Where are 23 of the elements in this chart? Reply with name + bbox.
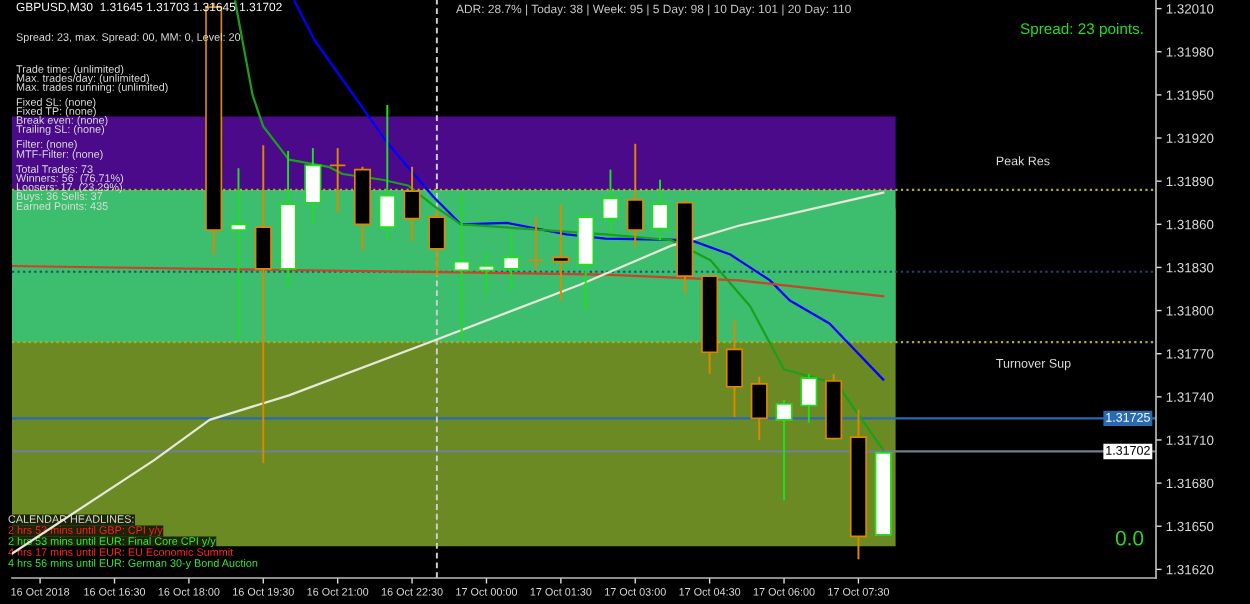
annotation: 0.0 bbox=[1115, 530, 1144, 546]
candlestick bbox=[725, 319, 743, 418]
candlestick bbox=[800, 372, 818, 424]
candlestick bbox=[750, 375, 768, 441]
line-series bbox=[293, 0, 885, 381]
candlestick bbox=[626, 142, 644, 249]
candlestick bbox=[775, 398, 793, 502]
candlestick bbox=[552, 203, 570, 302]
candlestick bbox=[254, 144, 272, 464]
candlestick bbox=[477, 252, 495, 295]
candlestick bbox=[651, 178, 669, 242]
candlestick bbox=[453, 193, 471, 341]
candlestick bbox=[502, 231, 520, 292]
candlestick bbox=[403, 165, 421, 243]
candlestick bbox=[527, 216, 545, 272]
candlestick bbox=[229, 167, 248, 341]
candlestick bbox=[304, 147, 322, 226]
candlestick bbox=[577, 213, 595, 312]
candlestick bbox=[329, 147, 347, 214]
line-series bbox=[12, 264, 885, 298]
candlestick bbox=[428, 208, 446, 278]
candlestick bbox=[601, 168, 619, 234]
candlestick bbox=[378, 103, 396, 242]
